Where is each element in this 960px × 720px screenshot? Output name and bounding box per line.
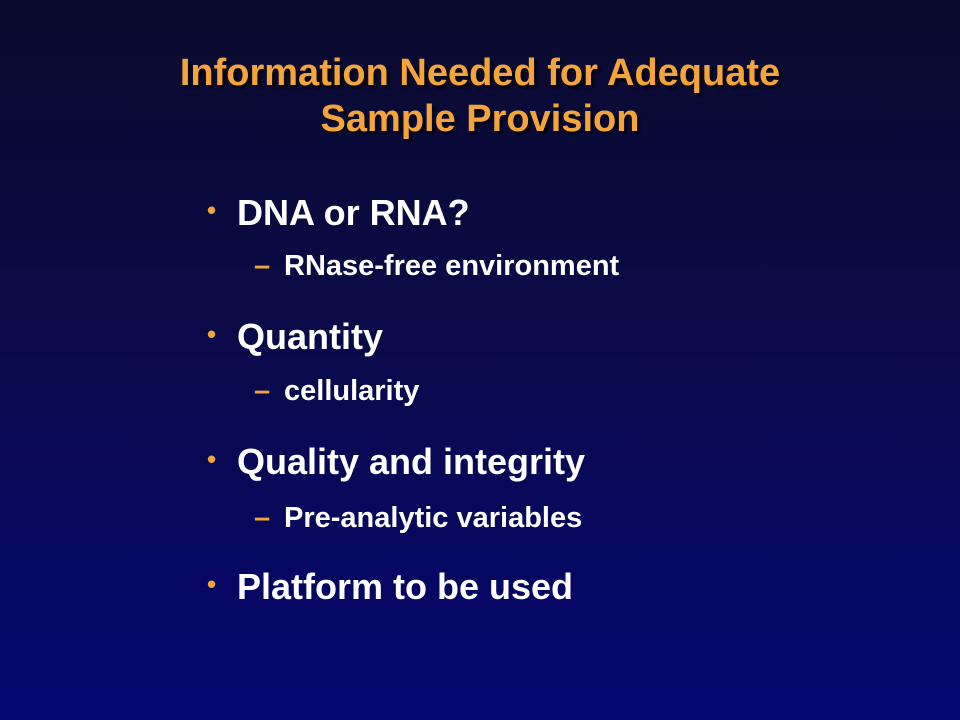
sub-bullet-marker: – [254,502,271,534]
bullet-item-platform: • Platform to be used [207,566,573,608]
slide-title-line-1: Information Needed for Adequate [179,52,781,94]
slide-title-line-2: Sample Provision [320,98,640,140]
bullet-text: Quality and integrity [237,441,586,482]
bullet-text: DNA or RNA? [237,192,470,233]
sub-bullet-marker: – [254,375,271,407]
slide-title: Information Needed for Adequate Sample P… [0,50,960,142]
bullet-text: Quantity [237,316,384,357]
sub-bullet-text: Pre-analytic variables [284,502,583,534]
sub-bullet-cellularity: – cellularity [254,375,419,408]
sub-bullet-marker: – [254,250,271,282]
bullet-text: Platform to be used [237,566,574,607]
sub-bullet-text: RNase-free environment [284,250,620,282]
bullet-marker: • [207,195,217,225]
sub-bullet-rnase-free: – RNase-free environment [254,250,619,283]
bullet-item-dna-or-rna: • DNA or RNA? [207,192,470,234]
bullet-marker: • [207,444,217,474]
sub-bullet-pre-analytic: – Pre-analytic variables [254,502,582,535]
bullet-item-quantity: • Quantity [207,316,383,358]
sub-bullet-text: cellularity [284,375,420,407]
bullet-marker: • [207,569,217,599]
bullet-item-quality: • Quality and integrity [207,441,585,483]
bullet-marker: • [207,319,217,349]
